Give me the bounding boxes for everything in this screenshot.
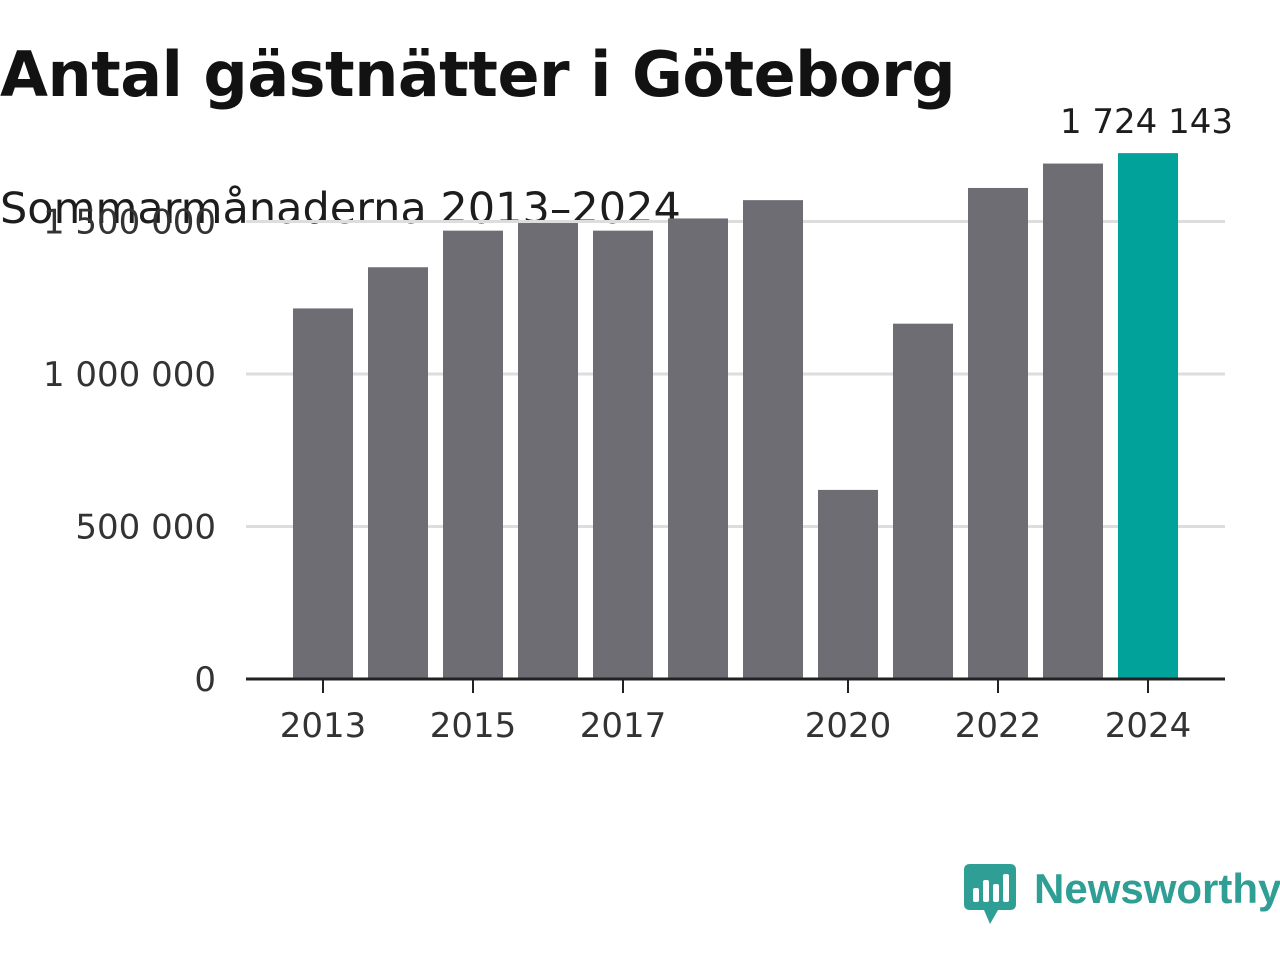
x-tick-label: 2015 [430,706,517,746]
y-tick-label: 500 000 [75,508,216,548]
x-tick-label: 2024 [1105,706,1192,746]
bar-2020 [818,489,878,679]
bar-2016 [518,223,578,679]
y-tick-label: 0 [194,660,216,700]
x-tick-label: 2013 [280,706,367,746]
bar-2013 [293,308,353,679]
bar-2015 [443,230,503,679]
y-tick-label: 1 500 000 [43,203,216,243]
bar-2024 [1118,153,1178,680]
x-tick-label: 2017 [580,706,667,746]
bars [293,153,1178,680]
bar-2022 [968,187,1028,679]
y-axis-tick-labels: 0 500 000 1 000 000 1 500 000 [43,203,216,701]
brand-name: Newsworthy [1034,865,1280,912]
bar-2019 [743,200,803,679]
bar-2023 [1043,163,1103,680]
data-label: 1 724 143 [1060,102,1233,142]
x-axis-tick-labels: 2013 2015 2017 2020 2022 2024 [280,706,1192,746]
bar-2014 [368,267,428,679]
x-axis [246,677,1225,693]
x-tick-label: 2020 [805,706,892,746]
annotations: 1 724 143 [1060,102,1233,142]
x-tick-label: 2022 [955,706,1042,746]
newsworthy-logo-icon [964,864,1016,924]
bar-2017 [593,230,653,679]
bar-2018 [668,218,728,679]
bar-2021 [893,323,953,679]
y-tick-label: 1 000 000 [43,355,216,395]
chart-title: Antal gästnätter i Göteborg [0,38,956,111]
brand-logo: Newsworthy [964,862,1280,928]
